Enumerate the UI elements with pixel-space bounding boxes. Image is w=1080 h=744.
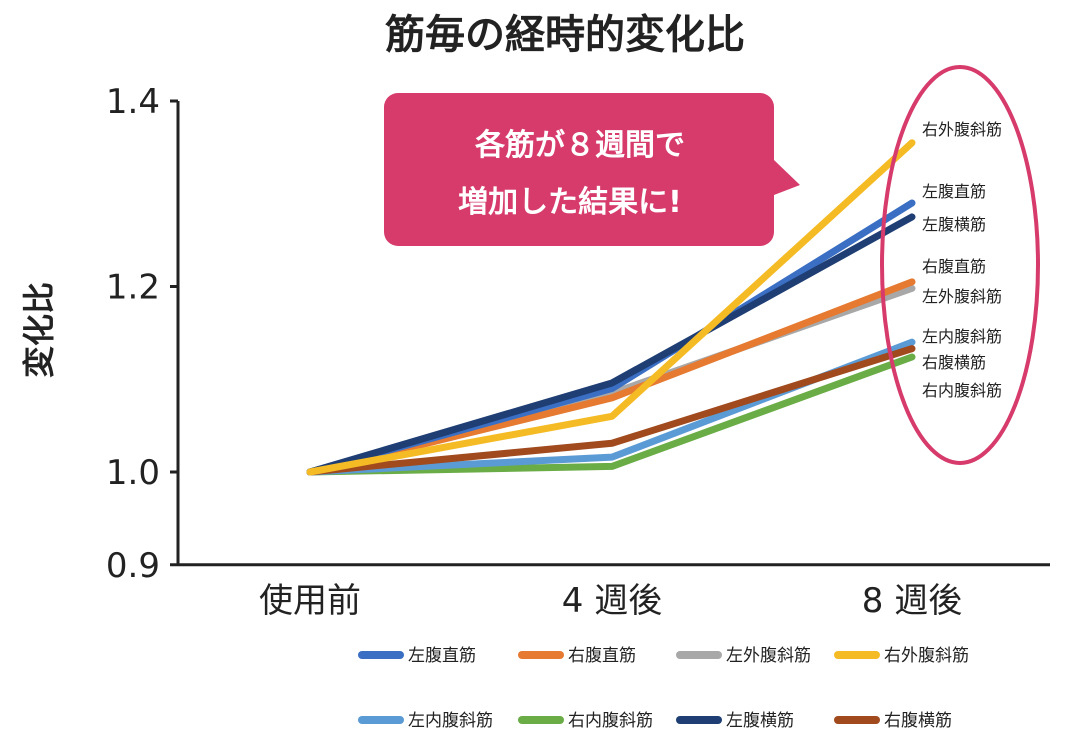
x-tick-label: 8 週後 [862, 581, 962, 621]
legend-label: 右腹横筋 [884, 711, 952, 731]
end-label: 左外腹斜筋 [922, 287, 1002, 306]
highlight-ellipse [880, 65, 1040, 465]
legend-label: 左腹横筋 [726, 711, 794, 731]
x-tick-label: 4 週後 [562, 581, 662, 621]
legend-label: 右外腹斜筋 [884, 646, 969, 666]
x-tick-label: 使用前 [259, 581, 361, 621]
end-label: 左腹直筋 [922, 182, 986, 201]
y-tick-label: 1.2 [106, 268, 160, 308]
legend-label: 左内腹斜筋 [408, 711, 493, 731]
end-label: 右腹直筋 [922, 257, 986, 276]
callout-shape [384, 93, 800, 246]
end-label: 右内腹斜筋 [922, 381, 1002, 400]
legend-label: 左腹直筋 [408, 646, 476, 666]
callout-bubble: 各筋が８週間で 増加した結果に! [384, 93, 800, 246]
callout-line-1: 各筋が８週間で [474, 128, 685, 163]
series-line-3 [306, 139, 916, 476]
end-label: 左内腹斜筋 [922, 327, 1002, 346]
y-tick-label: 0.9 [106, 546, 160, 586]
series-line-7 [306, 345, 916, 476]
end-label: 右外腹斜筋 [922, 120, 1002, 139]
y-tick-label: 1.0 [106, 453, 160, 493]
series-line-6 [306, 213, 916, 476]
chart-title: 筋毎の経時的変化比 [385, 12, 745, 58]
end-label: 右腹横筋 [922, 353, 986, 372]
y-axis-label: 変化比 [20, 282, 58, 378]
legend-label: 左外腹斜筋 [726, 646, 811, 666]
legend-label: 右内腹斜筋 [568, 711, 653, 731]
end-label: 左腹横筋 [922, 215, 986, 234]
y-tick-label: 1.4 [106, 82, 160, 122]
legend-label: 右腹直筋 [568, 646, 636, 666]
callout-line-2: 増加した結果に! [458, 185, 682, 220]
